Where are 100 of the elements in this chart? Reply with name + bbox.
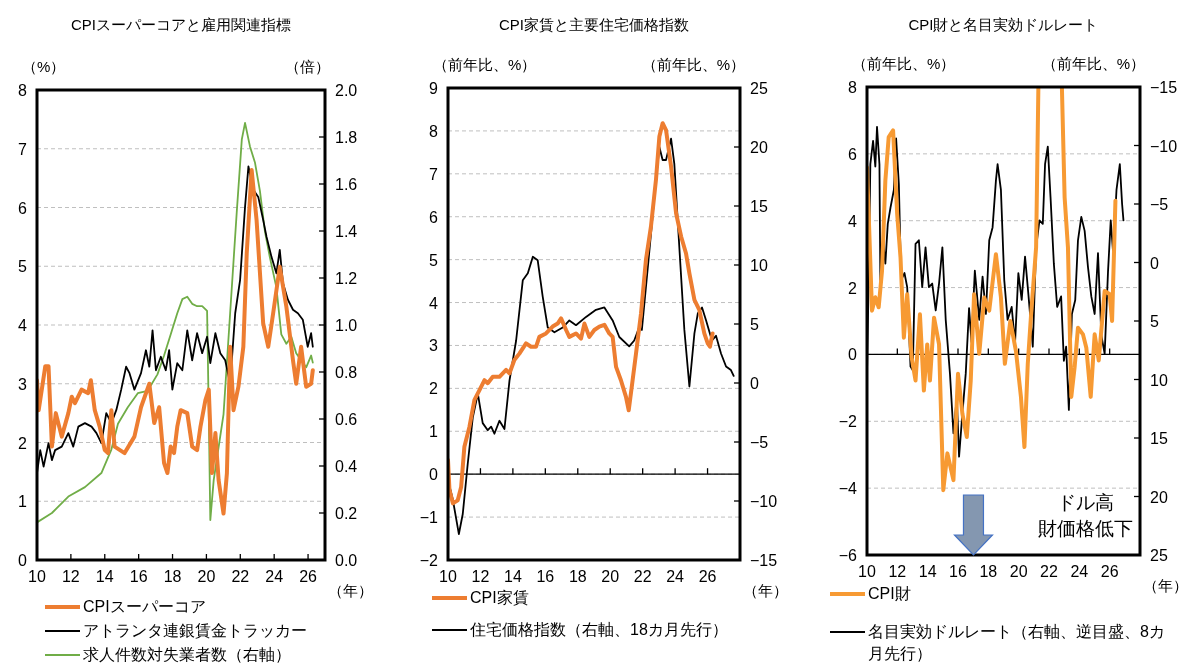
x-tick-label: 16 — [949, 563, 967, 580]
y2-tick-label: 0.4 — [335, 458, 358, 475]
y2-tick-label: 15 — [1150, 430, 1168, 447]
y-tick-label: 6 — [429, 208, 439, 226]
x-tick-label: 14 — [95, 568, 114, 585]
chart-title: CPIスーパーコアと雇用関連指標 — [70, 16, 292, 33]
legend-label: 名目実効ドルレート（右軸、逆目盛、8カ月先行） — [868, 623, 1165, 662]
y2-tick-label: −15 — [750, 552, 778, 569]
y2-tick-label: 5 — [1150, 313, 1159, 330]
y-tick-label: 2 — [429, 380, 439, 398]
y2-tick-label: 1.4 — [335, 223, 358, 240]
x-tick-label: 12 — [471, 568, 490, 585]
y-tick-label: 9 — [429, 80, 439, 97]
annotation: ドル高 — [1056, 492, 1114, 513]
x-tick-label: 12 — [888, 563, 907, 580]
x-tick-label: 10 — [439, 568, 457, 585]
x-tick-label: 18 — [568, 568, 587, 585]
y-tick-label: 4 — [429, 294, 439, 312]
y-tick-label: 1 — [429, 423, 439, 441]
y2-tick-label: 10 — [1150, 371, 1168, 389]
y-tick-label: 2 — [18, 434, 28, 452]
y2-tick-label: 25 — [750, 80, 768, 97]
y-tick-label: 0 — [848, 346, 858, 364]
x-tick-label: 26 — [1100, 563, 1119, 580]
y2-tick-label: 10 — [750, 257, 768, 274]
x-tick-label: 26 — [299, 568, 318, 585]
x-tick-label: 22 — [231, 568, 250, 585]
y-tick-label: 8 — [429, 122, 439, 140]
x-axis-title: （年） — [1143, 577, 1184, 594]
y2-tick-label: 0.0 — [335, 552, 358, 569]
y2-tick-label: 5 — [750, 316, 759, 333]
y-tick-label: 4 — [18, 317, 28, 334]
y-tick-label: −4 — [838, 480, 858, 498]
y-tick-label: 0 — [429, 466, 439, 484]
legend-label: 求人件数対失業者数（右軸） — [83, 646, 291, 663]
y2-tick-label: −5 — [1150, 196, 1169, 213]
y-tick-label: 5 — [429, 251, 439, 269]
y-axis-title: （前年比、%） — [433, 56, 537, 73]
y-tick-label: 0 — [18, 552, 28, 569]
y2-axis-title: （前年比、%） — [1041, 55, 1145, 72]
y-tick-label: −2 — [419, 552, 439, 569]
legend-label: CPI財 — [868, 585, 911, 602]
x-tick-label: 20 — [601, 568, 620, 585]
x-tick-label: 22 — [633, 568, 652, 585]
y2-tick-label: 0 — [1150, 254, 1159, 272]
y-tick-label: 8 — [18, 82, 28, 99]
x-tick-label: 18 — [163, 568, 182, 585]
y-tick-label: −2 — [838, 413, 858, 431]
x-tick-label: 20 — [197, 568, 216, 585]
annotation: 財価格低下 — [1037, 518, 1133, 539]
y-tick-label: 8 — [848, 79, 858, 96]
y2-tick-label: 25 — [1150, 547, 1168, 564]
x-tick-label: 24 — [1070, 563, 1089, 580]
y2-tick-label: 15 — [750, 198, 768, 215]
x-tick-label: 16 — [536, 568, 555, 585]
y-tick-label: 5 — [18, 258, 28, 276]
y2-tick-label: 1.0 — [335, 317, 358, 334]
x-axis-title: （年） — [743, 582, 788, 599]
y2-tick-label: 0.6 — [335, 411, 358, 428]
y-axis-title: （%） — [22, 58, 66, 75]
y-tick-label: 1 — [18, 493, 28, 511]
x-tick-label: 24 — [666, 568, 685, 585]
x-tick-label: 16 — [129, 568, 148, 585]
legend-label: CPI家賃 — [470, 589, 529, 606]
y2-tick-label: 1.6 — [335, 176, 358, 193]
y-tick-label: −1 — [419, 509, 439, 527]
legend-label: 住宅価格指数（右軸、18カ月先行） — [469, 621, 728, 638]
y-tick-label: 3 — [18, 375, 28, 393]
y2-tick-label: −5 — [750, 434, 769, 451]
y-tick-label: 2 — [848, 279, 858, 297]
x-axis-title: （年） — [328, 582, 373, 599]
y2-tick-label: 1.8 — [335, 129, 358, 146]
y2-tick-label: 2.0 — [335, 82, 358, 99]
x-tick-label: 14 — [918, 563, 937, 580]
x-tick-label: 26 — [698, 568, 717, 585]
legend-label: CPIスーパーコア — [83, 598, 206, 615]
y2-tick-label: 0.8 — [335, 364, 358, 381]
y-tick-label: 6 — [848, 145, 858, 163]
y-tick-label: 6 — [18, 199, 28, 217]
x-tick-label: 24 — [265, 568, 284, 585]
y-tick-label: −6 — [838, 547, 858, 564]
y-tick-label: 7 — [429, 165, 439, 183]
y2-tick-label: −10 — [750, 493, 778, 510]
y2-tick-label: 1.2 — [335, 270, 358, 287]
x-tick-label: 20 — [1009, 563, 1028, 580]
x-tick-label: 10 — [858, 563, 876, 580]
y2-tick-label: −15 — [1150, 79, 1178, 96]
y2-axis-title: （倍） — [285, 58, 330, 75]
x-tick-label: 10 — [28, 568, 46, 585]
y2-tick-label: 0.2 — [335, 505, 358, 522]
y2-tick-label: 20 — [1150, 488, 1168, 506]
legend-label: アトランタ連銀賃金トラッカー — [83, 622, 307, 639]
chart-title: CPI家賃と主要住宅価格指数 — [498, 16, 690, 33]
x-tick-label: 12 — [61, 568, 80, 585]
x-tick-label: 18 — [979, 563, 998, 580]
y2-tick-label: 0 — [750, 375, 759, 392]
y-tick-label: 3 — [429, 337, 439, 355]
y2-tick-label: 20 — [750, 139, 768, 156]
y-axis-title: （前年比、%） — [852, 55, 956, 72]
y2-tick-label: −10 — [1150, 137, 1178, 155]
